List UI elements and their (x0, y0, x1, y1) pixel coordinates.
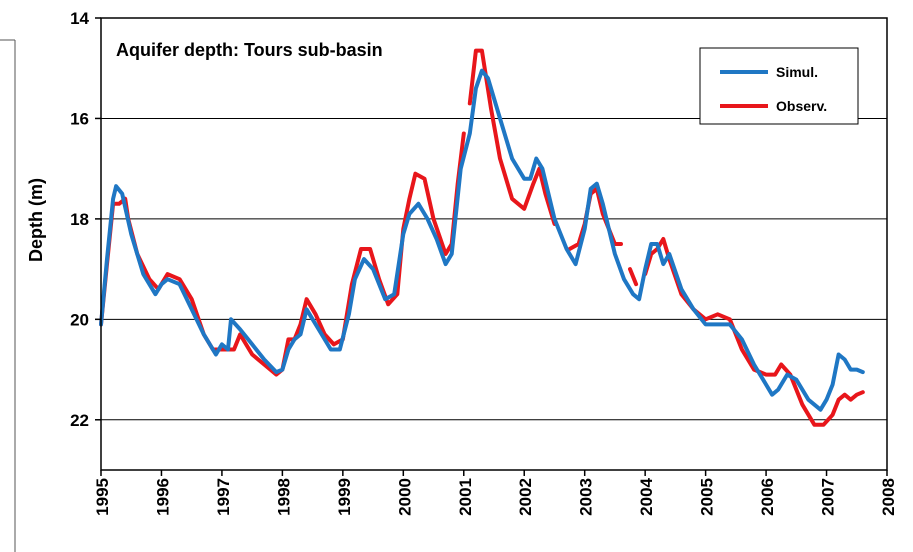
lines (99, 48, 865, 427)
legend: Simul. Observ. (699, 47, 859, 125)
x-tick-label: 2008 (879, 478, 898, 516)
y-tick-label: 22 (70, 411, 89, 430)
x-tick-label: 1998 (274, 478, 293, 516)
x-tick-label: 2003 (577, 478, 596, 516)
x-tick-label: 2004 (637, 477, 656, 515)
legend-label: Simul. (776, 64, 818, 80)
x-tick-label: 2000 (395, 478, 414, 516)
y-tick-label: 16 (70, 109, 89, 128)
ticks: 14 16 18 20 22 1995 1996 1997 1998 1999 2000 2001 20… (70, 9, 898, 516)
x-tick-label: 2005 (698, 478, 717, 516)
x-tick-label: 2001 (456, 478, 475, 516)
plot-frame (100, 17, 888, 471)
y-tick-label: 20 (70, 310, 89, 329)
x-tick-label: 2007 (819, 478, 838, 516)
legend-box (699, 47, 859, 125)
x-tick-label: 2006 (758, 478, 777, 516)
legend-label: Observ. (776, 98, 827, 114)
chart-title: Aquifer depth: Tours sub-basin (116, 40, 383, 60)
y-tick-label: 14 (70, 9, 89, 28)
x-tick-label: 2002 (516, 478, 535, 516)
x-tick-label: 1996 (153, 478, 172, 516)
x-tick-label: 1999 (335, 478, 354, 516)
x-tick-label: 1997 (214, 478, 233, 516)
series-line (99, 68, 865, 412)
series-line (99, 48, 865, 427)
y-axis-label: Depth (m) (26, 178, 46, 262)
y-tick-label: 18 (70, 210, 89, 229)
x-tick-label: 1995 (93, 478, 112, 516)
